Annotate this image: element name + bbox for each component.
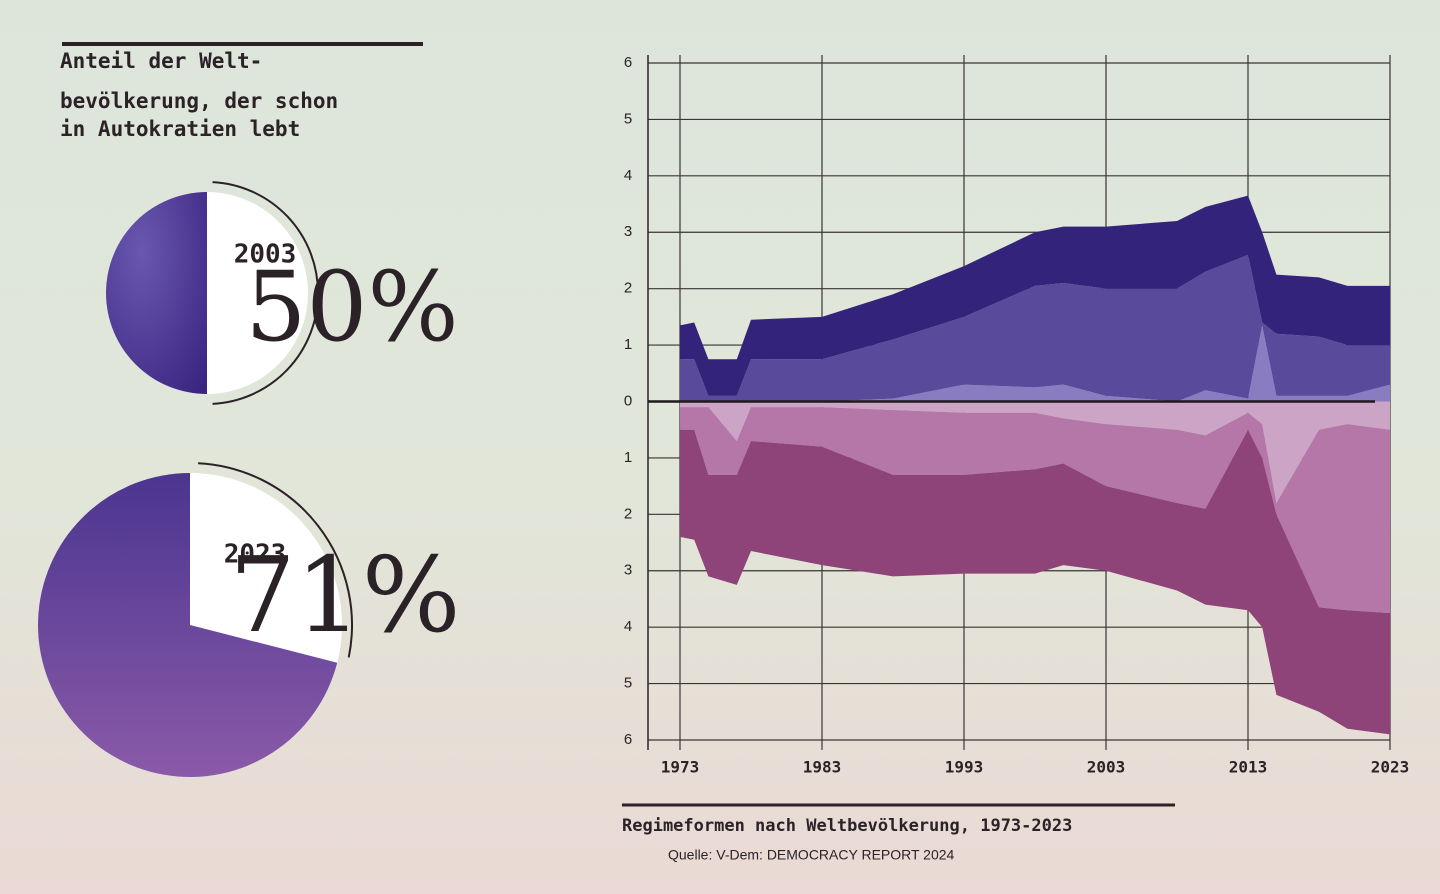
y-tick-label: 1 (624, 336, 632, 353)
y-tick-label: 1 (624, 449, 632, 466)
x-tick-label: 2003 (1087, 758, 1126, 777)
y-tick-label: 6 (624, 54, 632, 71)
pie-label: 2023 (224, 540, 287, 570)
y-tick-label: 2 (624, 505, 632, 522)
pie-label: 2003 (234, 240, 297, 270)
y-tick-label: 5 (624, 110, 632, 127)
x-tick-label: 1973 (661, 758, 700, 777)
y-tick-label: 3 (624, 223, 632, 240)
y-tick-label: 6 (624, 731, 632, 748)
y-tick-label: 5 (624, 675, 632, 692)
x-tick-label: 1983 (803, 758, 842, 777)
pie-value: 71% (229, 534, 460, 656)
chart-title: Regimeformen nach Weltbevölkerung, 1973-… (622, 816, 1072, 836)
area-layer (680, 401, 1390, 504)
pie-wedge (106, 192, 207, 394)
heading-line: bevölkerung, der schon (60, 89, 338, 113)
x-tick-label: 2023 (1371, 758, 1410, 777)
area-layer (680, 429, 1390, 735)
heading-line: Anteil der Welt- (60, 49, 262, 73)
area-layer (680, 254, 1390, 402)
y-tick-label: 3 (624, 562, 632, 579)
heading-line: in Autokratien lebt (60, 117, 300, 141)
x-tick-label: 2013 (1229, 758, 1268, 777)
pie-outline (198, 462, 353, 658)
y-tick-label: 2 (624, 280, 632, 297)
area-layer (680, 195, 1390, 396)
source: Quelle: V-Dem: DEMOCRACY REPORT 2024 (668, 847, 955, 863)
pie-value: 50% (245, 251, 458, 363)
x-tick-label: 1993 (945, 758, 984, 777)
y-tick-label: 4 (624, 618, 632, 635)
pie-outline (212, 181, 319, 405)
pie-wedge (37, 473, 338, 778)
area-layer (680, 407, 1390, 614)
y-tick-label: 0 (624, 392, 632, 409)
y-tick-label: 4 (624, 167, 632, 184)
